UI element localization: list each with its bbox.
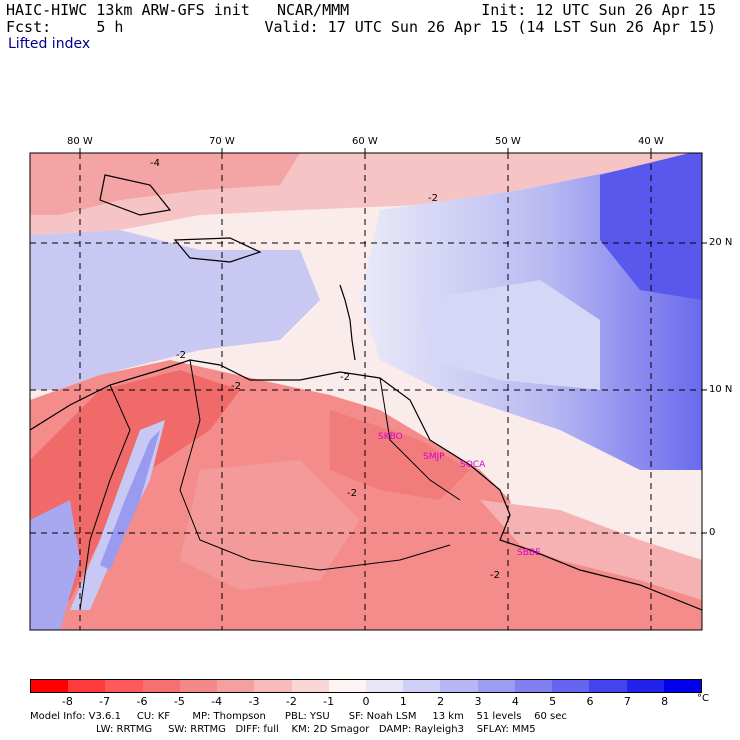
- pbl-scheme: PBL: YSU: [284, 711, 330, 722]
- lon-label-50w: 50 W: [495, 136, 521, 147]
- time-step: 60 sec: [534, 711, 567, 722]
- cumulus-scheme: CU: KF: [136, 711, 171, 722]
- colorbar-tick-label: 0: [362, 695, 370, 708]
- grid-spacing: 13 km: [432, 711, 464, 722]
- lon-label-70w: 70 W: [209, 136, 235, 147]
- lon-label-80w: 80 W: [67, 136, 93, 147]
- colorbar-tick-label: 5: [549, 695, 557, 708]
- km-setting: KM: 2D Smagor: [291, 724, 370, 735]
- header-right: Init: 12 UTC Sun 26 Apr 15 Valid: 17 UTC…: [264, 2, 716, 36]
- colorbar-tick-label: -8: [61, 695, 73, 708]
- contour-label: -2: [231, 381, 241, 392]
- forecast-hour: 5 h: [96, 18, 124, 36]
- damping-setting: DAMP: Rayleigh3: [378, 724, 464, 735]
- forecast-label: Fcst:: [6, 18, 52, 36]
- station-label: SMJP: [423, 452, 445, 462]
- vertical-levels: 51 levels: [476, 711, 522, 722]
- valid-time: Valid: 17 UTC Sun 26 Apr 15 (14 LST Sun …: [264, 18, 716, 36]
- colorbar-swatch: [365, 680, 404, 692]
- colorbar-swatch: [291, 680, 329, 692]
- model-title: HAIC-HIWC 13km ARW-GFS init: [6, 1, 250, 19]
- colorbar-swatch: [589, 680, 627, 692]
- contour-label: -2: [176, 350, 186, 361]
- model-version: Model Info: V3.6.1: [30, 711, 121, 722]
- contour-label: -2: [490, 570, 500, 581]
- colorbar-unit: °C: [697, 693, 709, 704]
- longwave-scheme: LW: RRTMG: [96, 724, 153, 735]
- colorbar-tick-label: 8: [661, 695, 669, 708]
- surface-layer-scheme: SFLAY: MM5: [476, 724, 536, 735]
- contour-label: -2: [428, 193, 438, 204]
- colorbar-tick-label: -1: [323, 695, 335, 708]
- surface-scheme: SF: Noah LSM: [348, 711, 417, 722]
- footer-line-2: LW: RRTMG SW: RRTMG DIFF: full KM: 2D Sm…: [96, 724, 536, 735]
- microphysics-scheme: MP: Thompson: [192, 711, 266, 722]
- colorbar-tick-label: -4: [211, 695, 223, 708]
- map-fill: [30, 153, 702, 630]
- colorbar: [30, 679, 702, 693]
- colorbar-swatch: [626, 680, 664, 692]
- station-label: SOCA: [460, 460, 486, 470]
- colorbar-tick-label: 4: [511, 695, 519, 708]
- header-left: HAIC-HIWC 13km ARW-GFS init NCAR/MMM Fcs…: [6, 2, 349, 36]
- lat-label-10n: 10 N: [709, 384, 733, 395]
- contour-label: -2: [340, 372, 350, 383]
- colorbar-swatch: [514, 680, 553, 692]
- colorbar-swatch: [440, 680, 478, 692]
- lon-label-40w: 40 W: [638, 136, 664, 147]
- contour-label: -4: [150, 158, 160, 169]
- station-label: SBBE: [517, 548, 541, 558]
- colorbar-swatch: [328, 680, 366, 692]
- colorbar-tick-label: -3: [248, 695, 260, 708]
- lon-label-60w: 60 W: [352, 136, 378, 147]
- colorbar-tick-label: -7: [99, 695, 111, 708]
- contour-label: -2: [347, 488, 357, 499]
- colorbar-tick-label: -5: [173, 695, 185, 708]
- colorbar-swatch: [179, 680, 218, 692]
- colorbar-swatch: [403, 680, 441, 692]
- colorbar-swatch: [477, 680, 515, 692]
- colorbar-swatch: [142, 680, 180, 692]
- footer-line-1: Model Info: V3.6.1 CU: KF MP: Thompson P…: [30, 711, 567, 722]
- diffusion-setting: DIFF: full: [235, 724, 279, 735]
- colorbar-tick-label: 1: [399, 695, 407, 708]
- lat-label-0: 0: [709, 527, 716, 538]
- colorbar-swatch: [68, 680, 106, 692]
- colorbar-tick-label: 2: [437, 695, 445, 708]
- init-time: Init: 12 UTC Sun 26 Apr 15: [481, 1, 716, 19]
- field-name: Lifted index: [8, 36, 91, 52]
- colorbar-tick-label: -2: [285, 695, 297, 708]
- colorbar-swatch: [552, 680, 590, 692]
- colorbar-tick-label: -6: [136, 695, 148, 708]
- colorbar-swatch: [105, 680, 143, 692]
- organization: NCAR/MMM: [276, 1, 350, 19]
- colorbar-tick-label: 3: [474, 695, 482, 708]
- colorbar-swatch: [31, 680, 69, 692]
- colorbar-swatch: [217, 680, 255, 692]
- colorbar-tick-label: 7: [623, 695, 631, 708]
- shortwave-scheme: SW: RRTMG: [168, 724, 226, 735]
- colorbar-swatch: [254, 680, 292, 692]
- lat-label-20n: 20 N: [709, 237, 733, 248]
- colorbar-tick-label: 6: [586, 695, 594, 708]
- colorbar-swatch: [663, 680, 701, 692]
- station-label: SKBO: [378, 432, 403, 442]
- graticule: [30, 153, 702, 630]
